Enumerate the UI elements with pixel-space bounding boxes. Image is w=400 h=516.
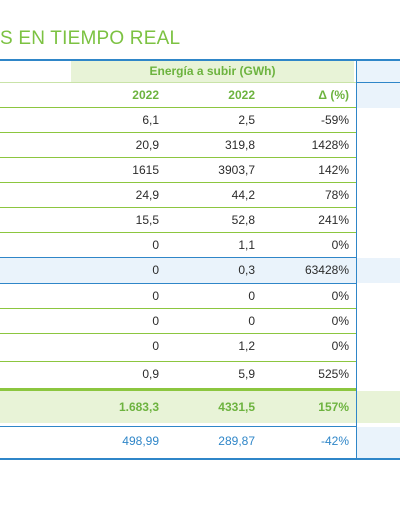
col-header-delta: Δ (%) xyxy=(318,88,349,102)
right-col-fill xyxy=(357,391,400,423)
table-row: 20,9 319,8 1428% xyxy=(0,132,356,158)
table-row: 0,9 5,9 525% xyxy=(0,361,356,387)
cell-value-a: 0 xyxy=(152,314,159,328)
total-row: 1.683,3 4331,5 157% xyxy=(0,388,356,423)
summary-value-b: 289,87 xyxy=(218,434,255,448)
group-header-energy: Energía a subir (GWh) xyxy=(71,61,354,82)
total-delta: 157% xyxy=(318,400,349,414)
cell-value-b: 0 xyxy=(248,314,255,328)
table-row: 0 1,1 0% xyxy=(0,232,356,258)
table-row: 6,1 2,5 -59% xyxy=(0,107,356,133)
cell-value-a: 1615 xyxy=(132,163,159,177)
cell-value-b: 1,2 xyxy=(238,339,255,353)
top-rule xyxy=(0,59,400,61)
cell-value-a: 0,9 xyxy=(142,367,159,381)
column-header-row: 2022 2022 Δ (%) xyxy=(0,82,356,108)
right-col-fill xyxy=(357,258,400,283)
cell-value-b: 319,8 xyxy=(224,138,255,152)
cell-value-a: 0 xyxy=(152,263,159,277)
cell-value-a: 20,9 xyxy=(135,138,159,152)
cell-value-a: 15,5 xyxy=(135,213,159,227)
column-divider xyxy=(356,61,357,459)
cell-value-b: 44,2 xyxy=(231,188,255,202)
cell-delta: 0% xyxy=(331,314,349,328)
cell-delta: 63428% xyxy=(304,263,349,277)
total-value-a: 1.683,3 xyxy=(118,400,159,414)
section-title: S EN TIEMPO REAL xyxy=(0,28,181,49)
table-row: 0 0 0% xyxy=(0,308,356,334)
total-value-b: 4331,5 xyxy=(218,400,255,414)
summary-value-a: 498,99 xyxy=(122,434,159,448)
cell-value-b: 2,5 xyxy=(238,113,255,127)
table-row: 15,5 52,8 241% xyxy=(0,207,356,233)
col-header-2022-a: 2022 xyxy=(132,88,159,102)
right-column-header-fill xyxy=(357,61,400,82)
right-col-header-cell xyxy=(357,82,400,108)
cell-value-b: 1,1 xyxy=(238,238,255,252)
cell-delta: 525% xyxy=(318,367,349,381)
cell-delta: 142% xyxy=(318,163,349,177)
cell-delta: 0% xyxy=(331,238,349,252)
cell-value-a: 6,1 xyxy=(142,113,159,127)
summary-row: 498,99 289,87 -42% xyxy=(0,426,356,456)
cell-delta: 1428% xyxy=(311,138,349,152)
table-row: 0 0 0% xyxy=(0,283,356,309)
table-row: 1615 3903,7 142% xyxy=(0,157,356,183)
cell-value-a: 0 xyxy=(152,339,159,353)
cell-delta: 0% xyxy=(331,339,349,353)
cell-delta: 0% xyxy=(331,289,349,303)
cell-delta: 241% xyxy=(318,213,349,227)
cell-delta: -59% xyxy=(320,113,349,127)
cell-delta: 78% xyxy=(324,188,349,202)
cell-value-b: 3903,7 xyxy=(218,163,255,177)
cell-value-a: 0 xyxy=(152,238,159,252)
cell-value-b: 52,8 xyxy=(231,213,255,227)
cell-value-b: 5,9 xyxy=(238,367,255,381)
cell-value-a: 0 xyxy=(152,289,159,303)
table-row-highlighted: 0 0,3 63428% xyxy=(0,257,356,283)
cell-value-b: 0 xyxy=(248,289,255,303)
cell-value-b: 0,3 xyxy=(238,263,255,277)
table-row: 0 1,2 0% xyxy=(0,333,356,359)
cell-value-a: 24,9 xyxy=(135,188,159,202)
col-header-2022-b: 2022 xyxy=(228,88,255,102)
table-row: 24,9 44,2 78% xyxy=(0,182,356,208)
right-col-fill xyxy=(357,427,400,458)
summary-delta: -42% xyxy=(320,434,349,448)
bottom-rule xyxy=(0,458,400,460)
